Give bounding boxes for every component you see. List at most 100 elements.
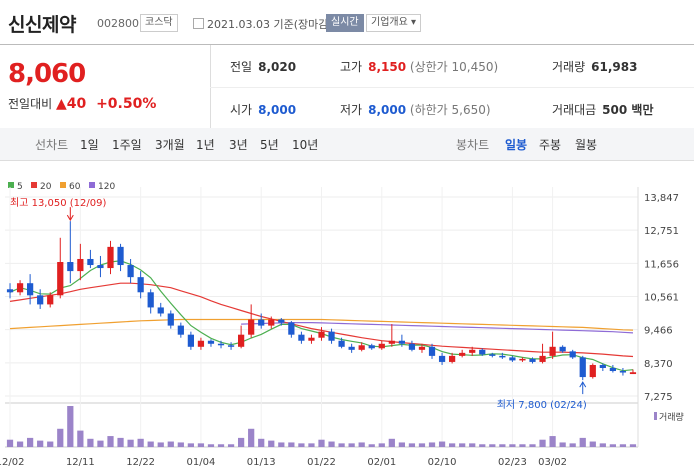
candle-body [37,295,44,305]
volume-bars [6,406,637,447]
candle-body [107,246,114,269]
volume-bar [77,430,84,447]
volume-bar [348,443,355,447]
volume-bar [288,442,295,447]
candle-body [227,345,235,347]
volume-bar [147,441,154,447]
legend-label: 120 [98,182,115,192]
ma-legend: 5 20 60 120 [8,182,115,192]
volume-bar [579,437,586,447]
stock-code: 002800 [97,17,139,30]
volume-bar [368,444,375,447]
volume-bar [408,443,416,447]
candle-body [549,346,556,356]
candle-body [67,262,74,272]
candle-body [27,283,34,296]
volume-bar [438,441,446,447]
x-tick-label: 12/22 [126,457,155,468]
tab-1w[interactable]: 1주일 [112,138,142,152]
divider [210,87,694,88]
x-tick-label: 01/13 [247,457,276,468]
live-button[interactable]: 실시간 [326,14,364,32]
volume-bar [469,443,476,447]
candle-body [529,358,536,362]
x-tick-label: 02/01 [367,457,396,468]
tab-weekly[interactable]: 주봉 [539,138,562,152]
x-tick-label: 12/11 [66,457,95,468]
volume-bar [207,444,215,447]
candle-body [479,349,486,355]
quote-date: 2021.03.03 기준(장마감) [193,16,333,32]
candle-body [177,325,184,335]
tab-daily[interactable]: 일봉 [505,138,528,152]
candle-body [418,346,426,350]
volume-bar [539,439,546,447]
candle-body [398,340,405,344]
volume-bar [559,442,566,447]
high-price: 고가 8,150 (상한가 10,450) [340,60,499,74]
min-arrow-head [579,381,587,388]
quote-summary: 8,060 전일대비 ▲40 +0.50% 전일 8,020 고가 8,150 (상… [0,44,694,130]
tab-10y[interactable]: 10년 [292,138,319,152]
volume-bar [308,443,315,447]
y-tick-label: 8,370 [644,359,673,370]
candle-body [438,355,446,362]
company-info-button[interactable]: 기업개요 ▾ [366,14,421,32]
tab-monthly[interactable]: 월봉 [575,138,598,152]
candle-body [6,289,14,293]
candle-body [167,313,174,326]
candle-body [509,357,516,361]
candle-body [459,352,466,356]
volume-bar [157,442,164,447]
date-value: 2021.03.03 [207,18,270,31]
candle-body [288,322,295,335]
date-icon [193,18,204,29]
tab-1d[interactable]: 1일 [80,138,99,152]
candle-body [489,354,496,356]
volume-bar [227,444,235,447]
volume-bar [619,444,627,447]
candle-body [77,258,84,272]
volume-bar [97,440,104,447]
y-tick-label: 7,275 [644,392,673,403]
candle-chart-label: 봉차트 [456,138,490,152]
tab-3y[interactable]: 3년 [229,138,248,152]
candle-body [197,340,205,347]
candle-body [97,265,104,269]
candle-body [539,355,546,362]
candle-body [388,340,395,344]
trading-volume: 거래량 61,983 [552,60,638,74]
candle-body [318,331,325,338]
volume-bar [37,440,44,447]
max-arrow-head [66,214,74,222]
candle-body [207,340,215,344]
open-price: 시가 8,000 [230,103,297,117]
candle-body [519,358,526,361]
tab-5y[interactable]: 5년 [260,138,279,152]
candle-body [428,346,436,356]
x-tick-label: 01/04 [187,457,216,468]
volume-bar [418,443,426,447]
change-label: 전일대비 [8,97,53,111]
tab-1y[interactable]: 1년 [196,138,215,152]
tab-3m[interactable]: 3개월 [155,138,185,152]
candle-body [127,265,134,278]
volume-bar [549,436,556,447]
volume-bar [328,441,335,447]
volume-bar [278,442,285,447]
x-tick-label: 01/22 [307,457,336,468]
market-badge: 코스닥 [140,14,178,32]
candle-body [298,334,305,341]
volume-bar [16,441,24,447]
volume-bar [187,443,194,447]
volume-bar [599,443,606,447]
candle-body [338,340,345,347]
legend-label: 60 [69,182,81,192]
volume-bar [238,437,245,447]
candle-body [268,319,275,326]
volume-bar [519,444,526,447]
trading-amount: 거래대금 500 백만 [552,103,654,117]
candle-body [368,345,375,349]
volume-legend-swatch [654,412,657,420]
candle-body [248,319,255,335]
